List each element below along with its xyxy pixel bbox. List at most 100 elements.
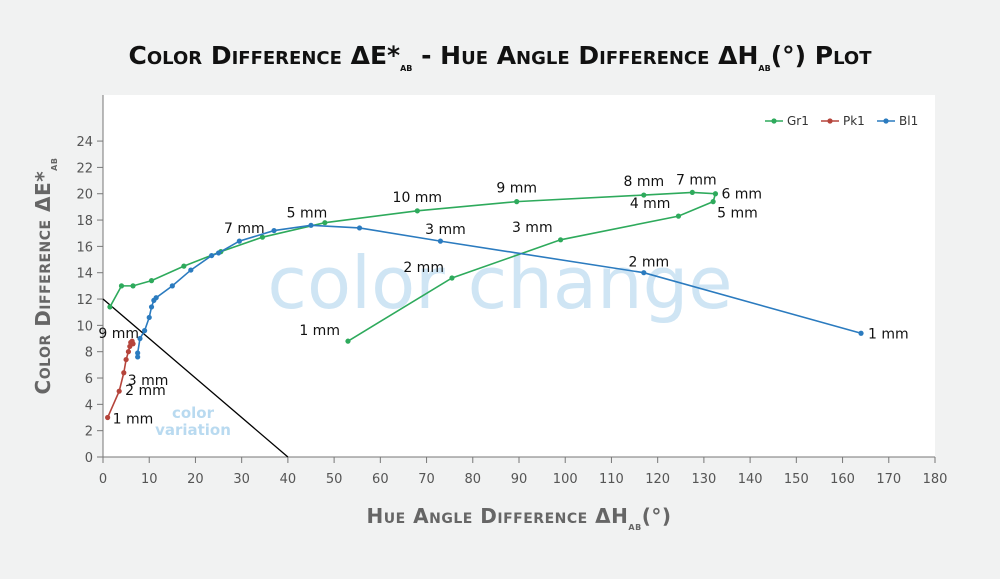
y-tick-label: 24 (76, 135, 93, 150)
x-tick-label: 20 (187, 472, 204, 487)
x-tick-label: 30 (233, 472, 250, 487)
data-point (259, 234, 266, 240)
data-point (345, 338, 351, 344)
data-point (356, 225, 363, 231)
point-label: 5 mm (287, 205, 328, 221)
data-point (148, 278, 155, 284)
x-label-part: (°) (642, 504, 672, 528)
title-sub: ab (400, 60, 412, 74)
title-sub: ab (758, 60, 770, 74)
point-label: 1 mm (113, 412, 154, 428)
point-label: 3 mm (128, 373, 169, 389)
y-label-sub: ab (46, 158, 60, 171)
y-tick-label: 22 (76, 161, 93, 176)
data-point (449, 275, 455, 281)
y-tick-label: 2 (85, 425, 93, 440)
legend-marker (883, 118, 889, 124)
plot-area (103, 95, 935, 457)
legend-label: Pk1 (843, 114, 865, 128)
point-label: 7 mm (676, 172, 717, 188)
x-tick-label: 40 (280, 472, 297, 487)
point-label: 4 mm (630, 196, 671, 212)
data-point (712, 191, 719, 197)
x-tick-label: 130 (691, 472, 716, 487)
data-point (148, 304, 155, 310)
x-tick-label: 0 (99, 472, 107, 487)
watermark: color change (267, 241, 732, 325)
x-tick-label: 150 (784, 472, 809, 487)
legend-marker (771, 118, 777, 124)
data-point (271, 227, 277, 234)
x-label-sub: ab (628, 519, 641, 533)
data-point (123, 356, 129, 363)
data-point (135, 354, 141, 360)
y-tick-label: 14 (76, 267, 93, 282)
reference-line (102, 298, 289, 458)
point-label: 5 mm (717, 206, 758, 222)
x-tick-label: 140 (738, 472, 763, 487)
y-tick-label: 20 (76, 188, 93, 203)
data-point (209, 252, 215, 259)
data-point (188, 267, 194, 273)
data-point (116, 388, 122, 394)
x-tick-label: 100 (553, 472, 578, 487)
y-tick-label: 0 (85, 451, 93, 466)
annotation: variation (155, 421, 231, 439)
x-tick-label: 120 (645, 472, 670, 487)
data-point (437, 238, 444, 244)
data-point (710, 199, 716, 205)
data-point (130, 283, 136, 289)
x-tick-label: 70 (418, 472, 435, 487)
data-point (308, 222, 314, 228)
legend-marker (827, 118, 833, 124)
title-part: (°) Plot (771, 41, 873, 70)
point-label: 1 mm (299, 323, 340, 339)
y-label-part: Color Difference ΔE* (31, 171, 55, 395)
y-tick-label: 16 (76, 240, 93, 255)
x-tick-label: 160 (830, 472, 855, 487)
point-label: 9 mm (98, 326, 139, 342)
title-part: Color Difference ΔE* (128, 41, 400, 70)
data-point (151, 297, 157, 303)
y-tick-label: 18 (76, 214, 93, 229)
annotation: color (172, 404, 215, 422)
x-tick-label: 170 (876, 472, 901, 487)
data-point (130, 341, 136, 347)
data-point (181, 263, 187, 269)
data-point (118, 283, 125, 289)
data-point (514, 199, 520, 205)
point-label: 2 mm (628, 255, 669, 271)
data-point (142, 328, 148, 334)
point-label: 10 mm (393, 190, 443, 206)
data-point (558, 237, 564, 243)
point-label: 3 mm (425, 222, 466, 238)
x-tick-label: 110 (599, 472, 624, 487)
data-point (675, 213, 682, 219)
data-point (641, 270, 647, 276)
data-point (169, 283, 175, 289)
chart-title: Color Difference ΔE*ab - Hue Angle Diffe… (128, 41, 872, 74)
x-tick-label: 10 (141, 472, 158, 487)
data-point (236, 238, 242, 244)
y-tick-label: 12 (76, 293, 93, 308)
x-tick-label: 60 (372, 472, 389, 487)
data-point (107, 304, 113, 310)
data-point (322, 220, 328, 226)
x-tick-label: 180 (923, 472, 948, 487)
y-tick-label: 8 (85, 346, 93, 361)
data-point (689, 189, 695, 196)
point-label: 6 mm (721, 187, 762, 203)
data-point (121, 370, 127, 376)
y-tick-label: 10 (76, 319, 93, 334)
data-point (137, 335, 143, 342)
point-label: 2 mm (125, 383, 166, 399)
point-label: 3 mm (512, 220, 553, 236)
y-tick-label: 4 (85, 398, 93, 413)
point-label: 1 mm (868, 326, 909, 342)
data-point (146, 314, 152, 321)
data-point (414, 208, 420, 214)
x-axis-title: Hue Angle Difference ΔHab(°) (367, 504, 672, 533)
data-point (135, 350, 141, 356)
point-label: 9 mm (496, 181, 537, 197)
